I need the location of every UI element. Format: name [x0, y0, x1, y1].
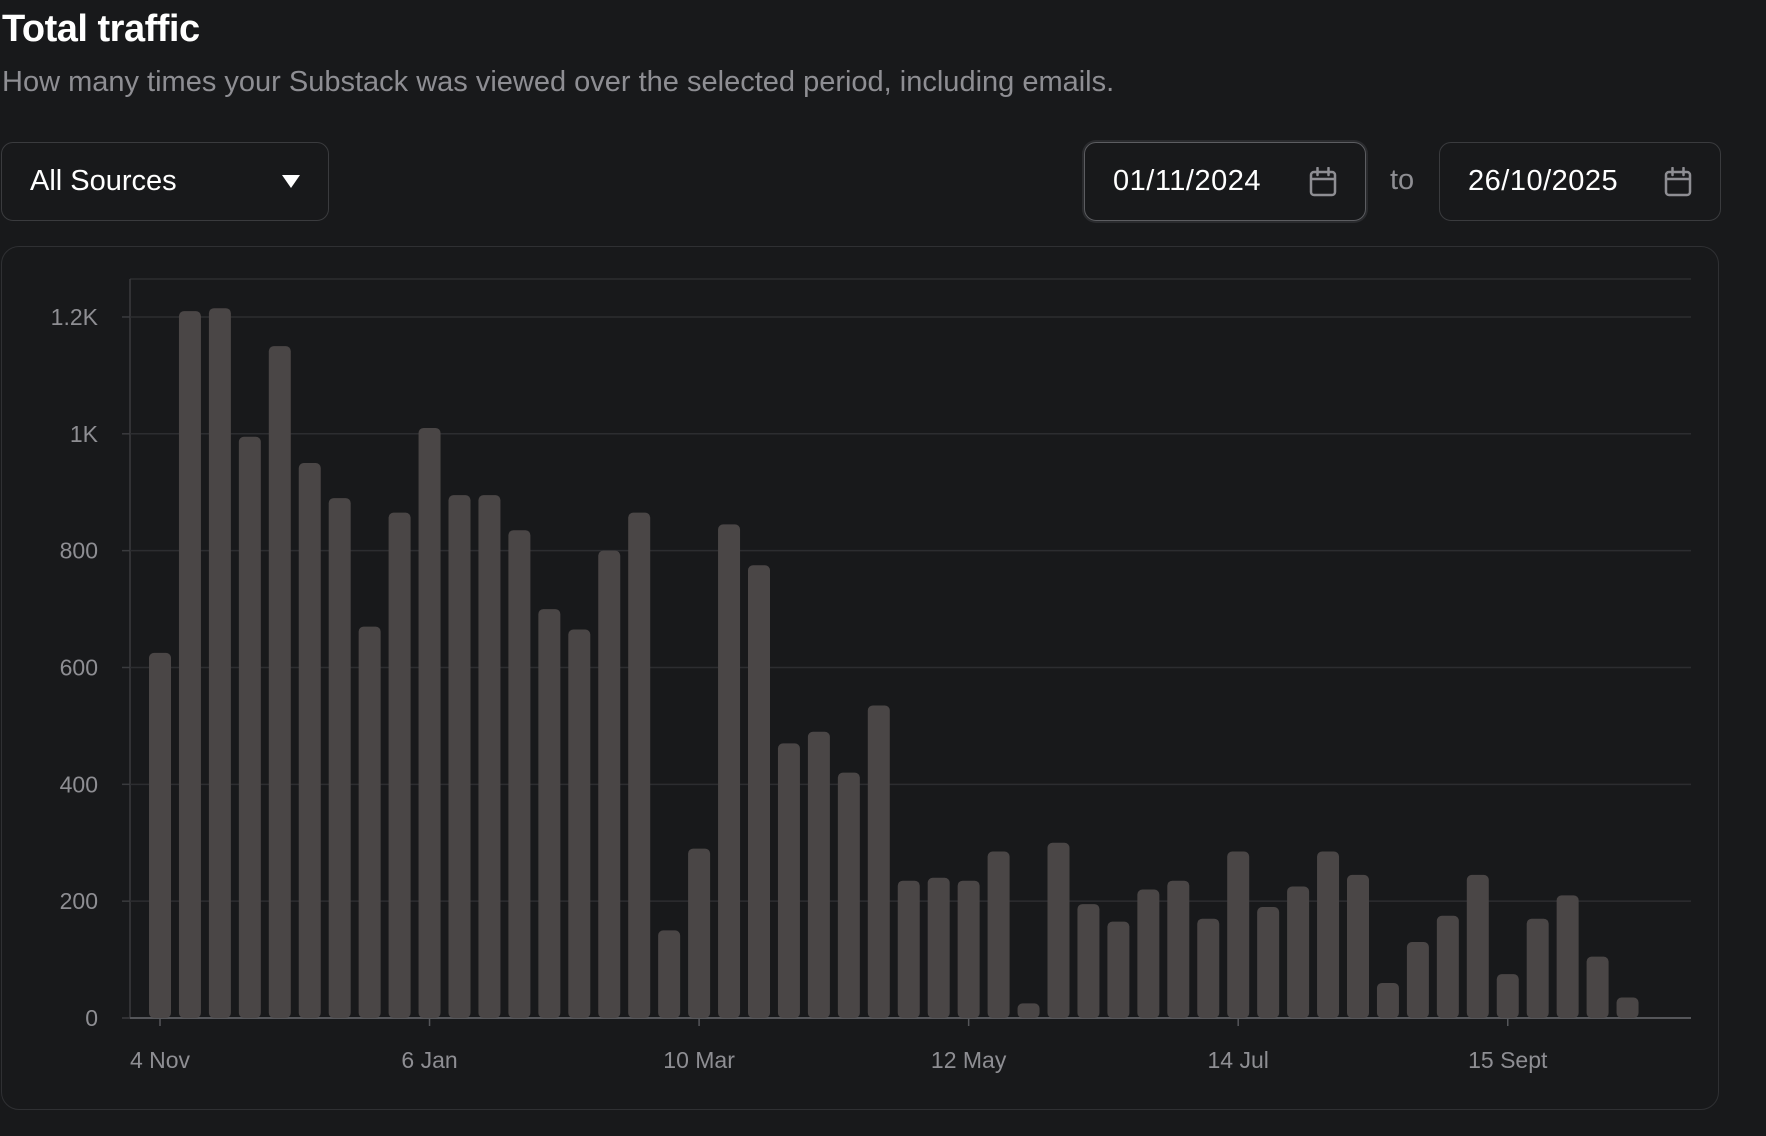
- start-date-field[interactable]: 01/11/2024: [1084, 142, 1366, 221]
- chevron-down-icon: [282, 175, 300, 188]
- bar: [1137, 889, 1160, 1018]
- x-tick-label: 10 Mar: [663, 1047, 735, 1073]
- bar: [1017, 1003, 1040, 1018]
- y-tick-label: 1K: [70, 421, 99, 447]
- y-tick-label: 400: [60, 771, 98, 797]
- y-tick-label: 1.2K: [51, 304, 99, 330]
- bar: [1317, 851, 1340, 1018]
- bar: [927, 877, 950, 1018]
- bar: [598, 550, 621, 1018]
- bar: [628, 512, 651, 1018]
- bar: [358, 626, 381, 1018]
- start-date-value: 01/11/2024: [1113, 165, 1261, 197]
- x-tick-label: 12 May: [931, 1047, 1007, 1073]
- bar: [298, 463, 321, 1018]
- bar: [268, 346, 291, 1018]
- bar: [149, 652, 171, 1018]
- y-tick-label: 0: [85, 1005, 98, 1031]
- bar: [1376, 982, 1399, 1018]
- bar: [1227, 851, 1250, 1018]
- bar: [328, 498, 351, 1018]
- bar: [1347, 874, 1369, 1018]
- y-tick-label: 800: [60, 538, 98, 564]
- calendar-icon[interactable]: [1309, 166, 1337, 197]
- bar: [897, 880, 920, 1018]
- bar: [837, 772, 860, 1018]
- x-tick-label: 15 Sept: [1468, 1047, 1548, 1073]
- x-tick-label: 14 Jul: [1208, 1047, 1269, 1073]
- bar: [388, 512, 411, 1018]
- bar: [238, 436, 261, 1019]
- bar: [448, 495, 471, 1018]
- bar: [1257, 907, 1280, 1018]
- bar: [208, 308, 231, 1018]
- end-date-field[interactable]: 26/10/2025: [1439, 142, 1721, 221]
- bar: [688, 848, 711, 1018]
- x-tick-label: 4 Nov: [130, 1047, 191, 1073]
- bar: [987, 851, 1010, 1018]
- bar: [867, 705, 890, 1018]
- bar: [658, 930, 681, 1018]
- bar: [1406, 942, 1429, 1018]
- page-title: Total traffic: [2, 8, 200, 50]
- bar: [1436, 915, 1459, 1018]
- bar: [1047, 842, 1070, 1018]
- calendar-icon[interactable]: [1664, 166, 1692, 197]
- bar: [1526, 918, 1549, 1018]
- bar: [418, 427, 441, 1018]
- bar: [807, 731, 830, 1018]
- x-tick-label: 6 Jan: [401, 1047, 457, 1073]
- bar: [1107, 921, 1130, 1018]
- bar: [1496, 974, 1519, 1018]
- bar: [748, 565, 770, 1018]
- end-date-value: 26/10/2025: [1468, 165, 1619, 197]
- bar: [1167, 880, 1190, 1018]
- date-range-separator: to: [1390, 164, 1415, 196]
- y-tick-label: 600: [60, 654, 98, 680]
- bar: [718, 524, 741, 1018]
- traffic-chart-card: 0 200 400 600 800 1K 1.2K 4 Nov 6 Jan 10 Mar 12 Ma…: [1, 246, 1719, 1110]
- bar: [957, 880, 980, 1018]
- bar: [538, 609, 561, 1018]
- source-dropdown[interactable]: All Sources: [1, 142, 329, 221]
- bar: [1466, 874, 1489, 1018]
- bar: [1197, 918, 1220, 1018]
- bar: [777, 743, 800, 1018]
- y-tick-label: 200: [60, 888, 98, 914]
- bar: [478, 495, 501, 1018]
- source-dropdown-value: All Sources: [30, 165, 177, 197]
- bar: [178, 311, 201, 1018]
- page-subtitle: How many times your Substack was viewed …: [2, 66, 1115, 98]
- bar: [1586, 956, 1609, 1018]
- bar: [1287, 886, 1310, 1018]
- bar: [568, 629, 591, 1018]
- bar: [1616, 997, 1639, 1018]
- bar: [1556, 895, 1579, 1018]
- bar: [1077, 904, 1100, 1018]
- traffic-bar-chart: 0 200 400 600 800 1K 1.2K 4 Nov 6 Jan 10 Mar 12 Ma…: [51, 278, 1691, 1073]
- bar: [508, 530, 531, 1018]
